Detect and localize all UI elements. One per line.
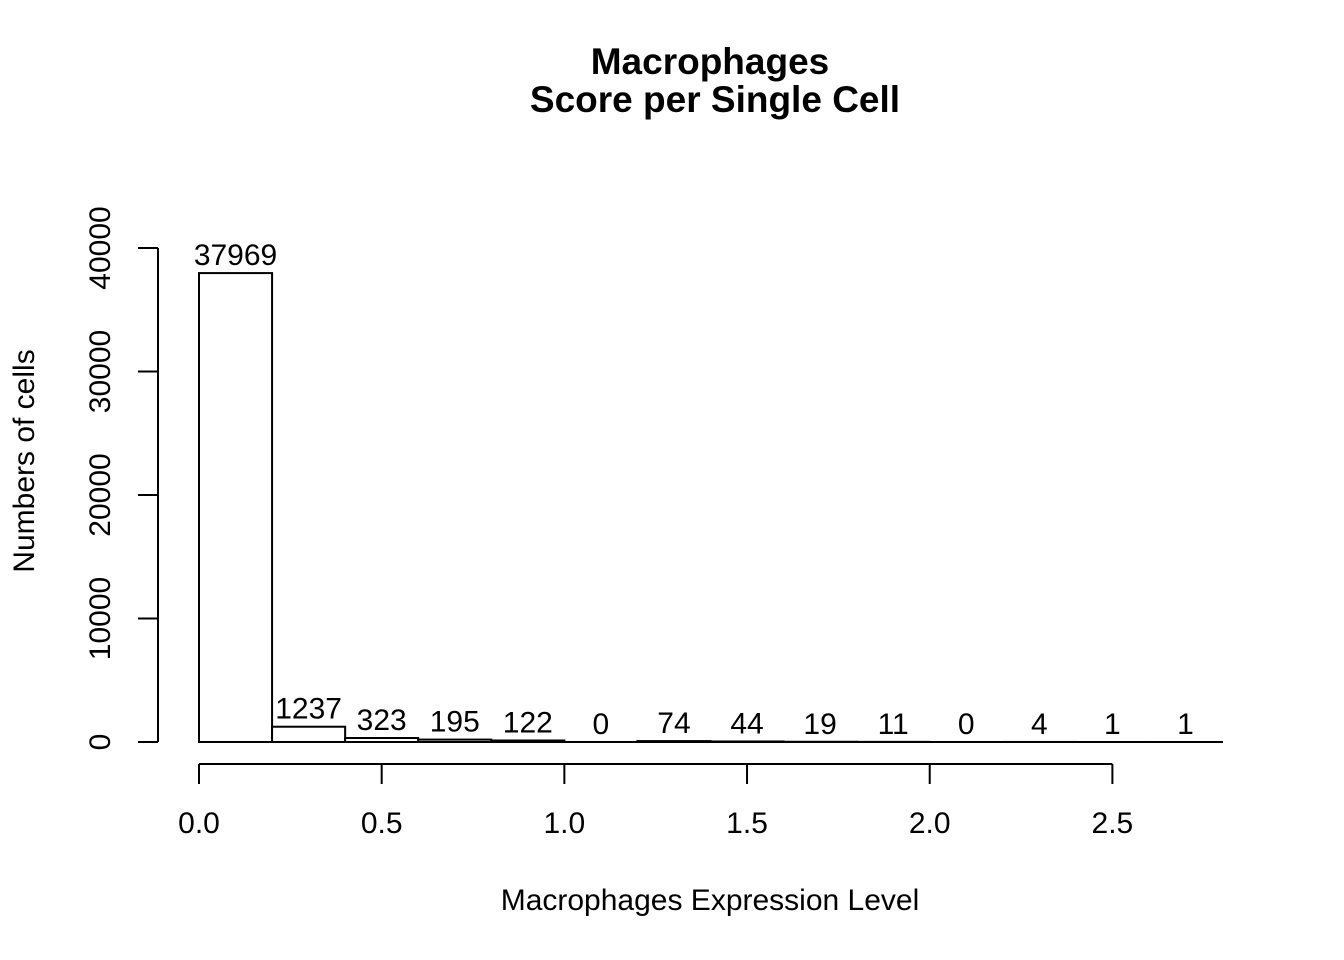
bar-value-label: 4 xyxy=(1031,708,1048,741)
histogram-bar xyxy=(271,725,347,743)
bar-value-label: 1237 xyxy=(275,693,342,726)
bar-value-label: 1 xyxy=(1104,708,1121,741)
x-axis: 0.0 0.5 1.0 1.5 2.0 2.5 xyxy=(178,741,1222,840)
bar-value-label: 37969 xyxy=(194,239,277,272)
bar-value-label: 11 xyxy=(878,708,909,741)
bar-value-label: 74 xyxy=(657,707,690,740)
bars-group xyxy=(198,272,1224,744)
bar-value-label: 323 xyxy=(357,704,407,737)
chart-subtitle: Score per Single Cell xyxy=(530,79,900,120)
x-tick-label: 1.0 xyxy=(543,807,585,840)
bar-value-label: 195 xyxy=(430,706,480,739)
chart-title: Macrophages xyxy=(591,41,830,82)
bar-value-label: 44 xyxy=(730,707,763,740)
x-tick-label: 2.5 xyxy=(1092,807,1134,840)
bar-value-label: 122 xyxy=(503,706,553,739)
bar-value-label: 0 xyxy=(958,708,975,741)
y-tick-label: 0 xyxy=(84,734,117,751)
y-axis: 0 10000 20000 30000 40000 xyxy=(84,206,159,751)
y-tick-label: 30000 xyxy=(84,330,117,413)
bar-value-label: 1 xyxy=(1177,708,1194,741)
histogram-bar xyxy=(198,272,274,743)
x-tick-label: 0.0 xyxy=(178,807,220,840)
y-tick-label: 40000 xyxy=(84,206,117,289)
x-axis-label: Macrophages Expression Level xyxy=(501,884,920,917)
y-axis-label: Numbers of cells xyxy=(8,349,41,572)
y-tick-label: 10000 xyxy=(84,577,117,660)
x-tick-label: 1.5 xyxy=(726,807,768,840)
bar-value-label: 0 xyxy=(593,708,610,741)
x-tick-label: 0.5 xyxy=(361,807,403,840)
x-tick-label: 2.0 xyxy=(909,807,951,840)
y-tick-label: 20000 xyxy=(84,453,117,536)
bar-value-label: 19 xyxy=(803,708,836,741)
